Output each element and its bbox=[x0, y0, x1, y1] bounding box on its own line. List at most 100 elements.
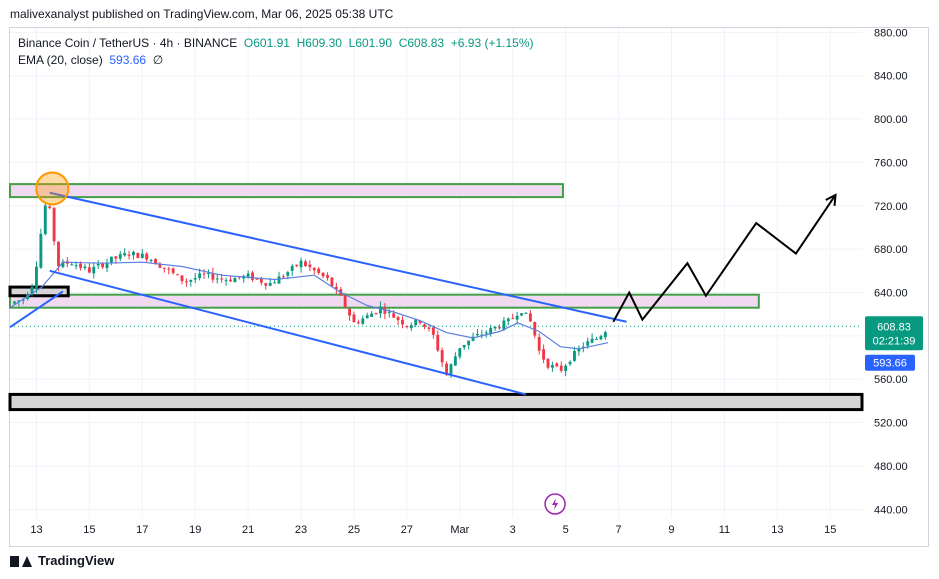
ema-badge bbox=[865, 354, 915, 371]
candle bbox=[511, 318, 515, 320]
candle bbox=[595, 338, 598, 340]
ema-series bbox=[9, 261, 609, 350]
x-tick-label: 15 bbox=[83, 524, 95, 536]
candle bbox=[586, 341, 590, 346]
candle bbox=[105, 262, 109, 269]
candle bbox=[427, 327, 431, 329]
candle bbox=[550, 364, 554, 368]
ohlc-open: O601.91 bbox=[243, 36, 290, 50]
symbol-name[interactable]: Binance Coin / TetherUS · 4h · BINANCE bbox=[18, 36, 238, 50]
candle bbox=[502, 320, 506, 330]
candle bbox=[365, 315, 369, 319]
y-tick-label: 760.00 bbox=[874, 157, 908, 169]
candle bbox=[176, 274, 180, 276]
y-tick-label: 840.00 bbox=[874, 71, 908, 83]
ema-line bbox=[9, 261, 609, 350]
candle bbox=[520, 313, 523, 316]
last-price-text: 608.83 bbox=[877, 321, 911, 333]
candle bbox=[449, 364, 453, 375]
candle bbox=[79, 263, 82, 268]
channel-upper-line bbox=[49, 191, 627, 323]
candle bbox=[246, 273, 250, 277]
left-box bbox=[8, 285, 70, 298]
x-tick-label: 3 bbox=[510, 524, 516, 536]
candle bbox=[348, 308, 351, 316]
candle bbox=[268, 282, 272, 286]
candle bbox=[215, 278, 219, 280]
candle bbox=[471, 336, 475, 341]
candle bbox=[189, 280, 193, 282]
candle bbox=[61, 261, 65, 268]
price-labels: 608.83 02:21:39 593.66 bbox=[865, 316, 923, 371]
candle bbox=[573, 350, 576, 361]
ema-value: 593.66 bbox=[109, 53, 147, 67]
candle bbox=[136, 252, 140, 259]
candle bbox=[149, 260, 153, 262]
candle bbox=[559, 365, 563, 371]
candle bbox=[524, 312, 528, 314]
candle bbox=[30, 286, 34, 294]
candle bbox=[445, 363, 449, 375]
x-tick-label: 21 bbox=[242, 524, 254, 536]
candle bbox=[92, 266, 96, 274]
candle bbox=[317, 268, 321, 274]
countdown-text: 02:21:39 bbox=[873, 335, 916, 347]
candle bbox=[370, 313, 374, 317]
candle bbox=[127, 254, 131, 256]
candle bbox=[114, 256, 118, 259]
candle bbox=[171, 268, 175, 273]
candle bbox=[489, 327, 493, 334]
candle bbox=[220, 278, 224, 280]
candle bbox=[57, 241, 60, 267]
candle bbox=[101, 263, 105, 268]
candle bbox=[193, 277, 197, 280]
legend-row-ema: EMA (20, close) 593.66 ∅ bbox=[18, 52, 534, 69]
candle bbox=[39, 233, 43, 268]
candle bbox=[533, 322, 537, 336]
ema-label[interactable]: EMA (20, close) bbox=[18, 53, 103, 67]
candle bbox=[343, 294, 347, 308]
x-tick-label: 13 bbox=[30, 524, 42, 536]
x-tick-label: 5 bbox=[563, 524, 569, 536]
candle bbox=[154, 259, 157, 265]
candle bbox=[286, 272, 290, 276]
candle bbox=[383, 307, 387, 314]
candle bbox=[564, 365, 568, 372]
candle bbox=[140, 253, 144, 258]
drawings bbox=[9, 171, 837, 515]
y-tick-label: 520.00 bbox=[874, 418, 908, 430]
candle bbox=[264, 283, 268, 286]
candle bbox=[334, 286, 338, 290]
candle bbox=[603, 332, 607, 338]
candle bbox=[498, 327, 501, 329]
y-tick-label: 480.00 bbox=[874, 461, 908, 473]
candle bbox=[312, 267, 316, 271]
y-tick-label: 560.00 bbox=[874, 374, 908, 386]
candle bbox=[356, 322, 360, 324]
candle bbox=[167, 268, 171, 270]
y-tick-label: 640.00 bbox=[874, 288, 908, 300]
candle bbox=[277, 276, 281, 284]
tradingview-logo[interactable]: TradingView bbox=[10, 553, 114, 568]
legend-row-symbol: Binance Coin / TetherUS · 4h · BINANCE O… bbox=[18, 35, 534, 52]
y-tick-label: 440.00 bbox=[874, 504, 908, 516]
candle bbox=[273, 282, 277, 284]
candle bbox=[74, 265, 78, 267]
candle bbox=[17, 300, 21, 302]
x-tick-label: 9 bbox=[668, 524, 674, 536]
candle bbox=[43, 205, 47, 235]
candle bbox=[396, 317, 400, 321]
x-tick-label: 15 bbox=[824, 524, 836, 536]
candle bbox=[493, 326, 497, 329]
candle bbox=[506, 318, 510, 322]
candle bbox=[96, 263, 100, 266]
candle bbox=[453, 356, 457, 366]
candle bbox=[198, 273, 202, 279]
ohlc-close: C608.83 bbox=[398, 36, 445, 50]
candle bbox=[132, 251, 135, 256]
candle bbox=[392, 313, 396, 318]
zones bbox=[8, 183, 864, 412]
candle bbox=[379, 306, 382, 314]
settings-zero-icon[interactable]: ∅ bbox=[152, 53, 164, 67]
